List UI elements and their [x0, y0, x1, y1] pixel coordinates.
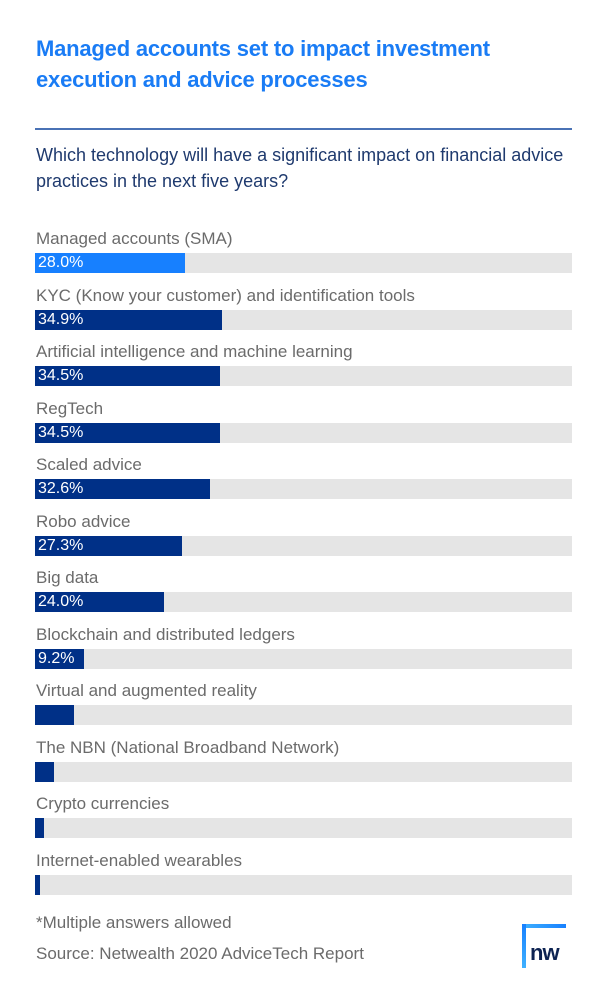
- data-label: 24.0%: [38, 593, 84, 610]
- category-label: Robo advice: [36, 511, 131, 531]
- bar-track: [35, 705, 572, 725]
- category-label: The NBN (National Broadband Network): [36, 737, 340, 757]
- bar: 34.9%: [35, 309, 223, 330]
- bar: 24.0%: [35, 592, 164, 612]
- bar-track: 32.6%: [35, 479, 572, 499]
- bar-row: Artificial intelligence and machine lear…: [35, 339, 572, 396]
- bar-row: Blockchain and distributed ledgers 9.2%: [35, 622, 572, 679]
- bar-track: 9.2%: [35, 648, 572, 669]
- data-label: 27.3%: [38, 536, 84, 554]
- bar: [35, 761, 54, 782]
- netwealth-logo: nw: [522, 924, 568, 968]
- chart-title: Managed accounts set to impact investmen…: [36, 36, 490, 92]
- category-label: Blockchain and distributed ledgers: [36, 624, 295, 644]
- bar-track: [35, 818, 572, 838]
- category-label: Big data: [36, 568, 99, 587]
- category-label: Crypto currencies: [36, 794, 170, 813]
- chart-subtitle: Which technology will have a significant…: [36, 145, 564, 191]
- bar-row: The NBN (National Broadband Network): [35, 735, 572, 792]
- bar-row: Scaled advice 32.6%: [35, 452, 572, 509]
- logo-bracket-left: [522, 924, 526, 968]
- bar-row: Virtual and augmented reality: [35, 678, 572, 735]
- category-label: Managed accounts (SMA): [36, 229, 233, 248]
- category-label: Internet-enabled wearables: [36, 850, 243, 870]
- logo-bracket-top: [522, 924, 566, 928]
- bar-track: 28.0%: [35, 253, 572, 273]
- bar: [35, 874, 41, 895]
- bar-row: Big data 24.0%: [35, 565, 572, 622]
- source-note: Source: Netwealth 2020 AdviceTech Report: [36, 944, 364, 963]
- bar: 28.0%: [35, 253, 186, 273]
- bar: [35, 705, 74, 725]
- data-label: 34.9%: [38, 310, 84, 328]
- bar-row: Internet-enabled wearables: [35, 848, 572, 905]
- data-label: 32.6%: [38, 480, 84, 497]
- bar-track: 34.9%: [35, 309, 572, 330]
- logo-text: nw: [530, 940, 560, 965]
- bar-track: 34.5%: [35, 422, 572, 443]
- bar-track: 34.5%: [35, 366, 572, 386]
- bar-track: 24.0%: [35, 592, 572, 612]
- bar-track: [35, 761, 572, 782]
- bar-chart: Managed accounts (SMA) 28.0% KYC (Know you…: [35, 226, 572, 904]
- bar-row: Crypto currencies: [35, 791, 572, 848]
- category-label: Scaled advice: [36, 455, 142, 474]
- data-label: 9.2%: [38, 649, 75, 667]
- bar: 32.6%: [35, 479, 211, 499]
- category-label: RegTech: [36, 398, 104, 418]
- footnote: *Multiple answers allowed: [36, 913, 232, 932]
- bar: 27.3%: [35, 535, 182, 556]
- bar-track: 27.3%: [35, 535, 572, 556]
- data-label: 34.5%: [38, 367, 84, 384]
- bar-row: RegTech 34.5%: [35, 396, 572, 453]
- bar: 34.5%: [35, 366, 221, 386]
- data-label: 34.5%: [38, 423, 84, 441]
- bar: 9.2%: [35, 648, 85, 669]
- data-label: 28.0%: [38, 254, 84, 271]
- bar-row: Managed accounts (SMA) 28.0%: [35, 226, 572, 283]
- category-label: Artificial intelligence and machine lear…: [36, 342, 353, 361]
- category-label: Virtual and augmented reality: [36, 681, 257, 700]
- bar-row: KYC (Know your customer) and identificat…: [35, 283, 572, 340]
- category-label: KYC (Know your customer) and identificat…: [36, 285, 415, 305]
- title-divider: [35, 128, 572, 130]
- bar-track: [35, 874, 572, 895]
- bar-row: Robo advice 27.3%: [35, 509, 572, 566]
- bar: [35, 818, 45, 838]
- bar: 34.5%: [35, 422, 221, 443]
